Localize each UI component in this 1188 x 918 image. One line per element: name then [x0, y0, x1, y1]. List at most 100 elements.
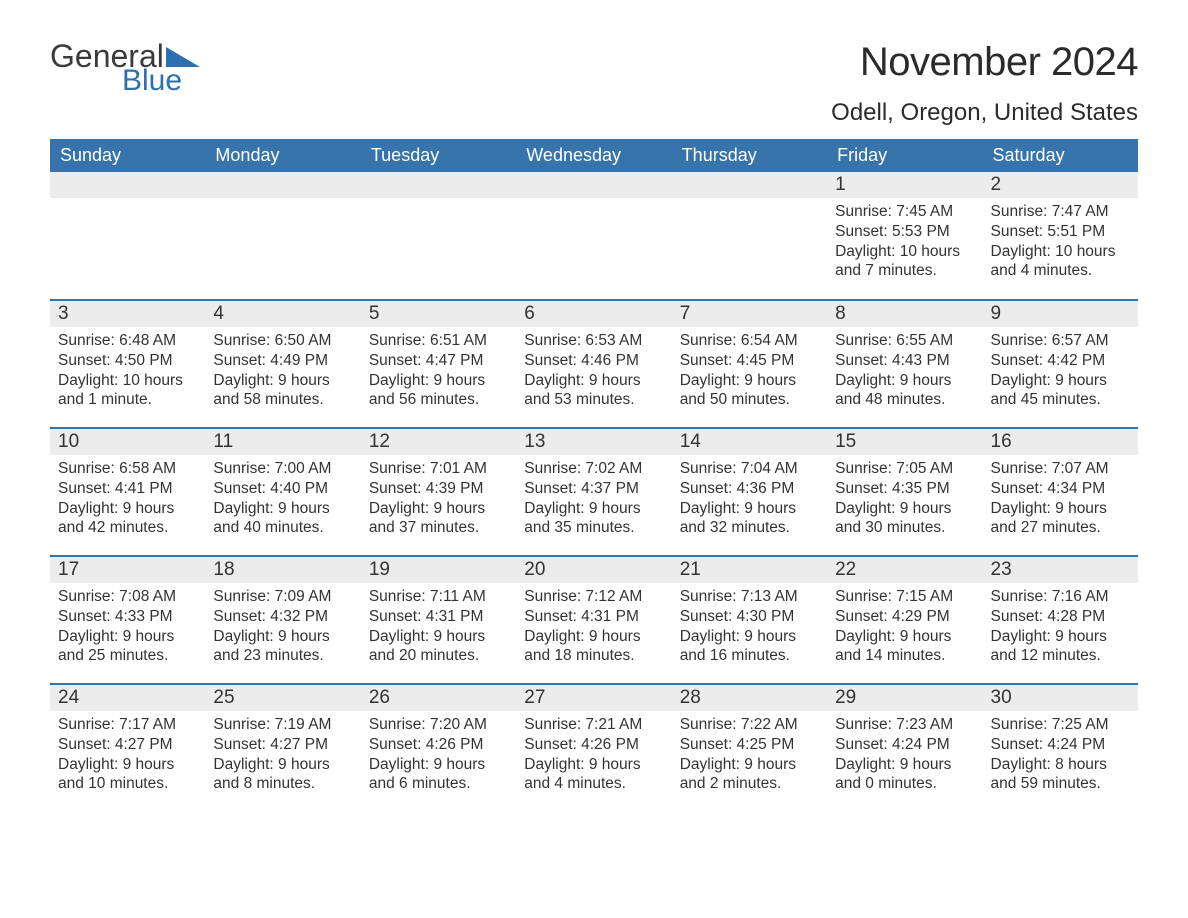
day-body: Sunrise: 7:15 AMSunset: 4:29 PMDaylight:… [827, 583, 982, 676]
calendar-cell: 23Sunrise: 7:16 AMSunset: 4:28 PMDayligh… [983, 556, 1138, 684]
calendar-week-row: 24Sunrise: 7:17 AMSunset: 4:27 PMDayligh… [50, 684, 1138, 812]
sunrise-text: Sunrise: 6:53 AM [524, 331, 663, 351]
calendar-cell: 20Sunrise: 7:12 AMSunset: 4:31 PMDayligh… [516, 556, 671, 684]
day-body: Sunrise: 7:09 AMSunset: 4:32 PMDaylight:… [205, 583, 360, 676]
calendar-cell: 19Sunrise: 7:11 AMSunset: 4:31 PMDayligh… [361, 556, 516, 684]
location: Odell, Oregon, United States [831, 99, 1138, 127]
day-number [516, 172, 671, 198]
daylight-text: Daylight: 8 hours and 59 minutes. [991, 755, 1130, 795]
day-number: 28 [672, 685, 827, 711]
calendar-body: 1Sunrise: 7:45 AMSunset: 5:53 PMDaylight… [50, 172, 1138, 812]
daylight-text: Daylight: 9 hours and 10 minutes. [58, 755, 197, 795]
day-body: Sunrise: 7:07 AMSunset: 4:34 PMDaylight:… [983, 455, 1138, 548]
daylight-text: Daylight: 9 hours and 27 minutes. [991, 499, 1130, 539]
day-number: 7 [672, 301, 827, 327]
logo-text-blue: Blue [122, 66, 182, 96]
calendar-week-row: 17Sunrise: 7:08 AMSunset: 4:33 PMDayligh… [50, 556, 1138, 684]
day-body: Sunrise: 7:05 AMSunset: 4:35 PMDaylight:… [827, 455, 982, 548]
sunrise-text: Sunrise: 7:15 AM [835, 587, 974, 607]
sunrise-text: Sunrise: 7:20 AM [369, 715, 508, 735]
header: General Blue November 2024 Odell, Oregon… [50, 40, 1138, 127]
daylight-text: Daylight: 9 hours and 30 minutes. [835, 499, 974, 539]
day-number [361, 172, 516, 198]
calendar-table: Sunday Monday Tuesday Wednesday Thursday… [50, 139, 1138, 812]
day-number: 6 [516, 301, 671, 327]
logo: General Blue [50, 40, 200, 96]
calendar-cell: 7Sunrise: 6:54 AMSunset: 4:45 PMDaylight… [672, 300, 827, 428]
sunset-text: Sunset: 4:30 PM [680, 607, 819, 627]
daylight-text: Daylight: 9 hours and 4 minutes. [524, 755, 663, 795]
daylight-text: Daylight: 9 hours and 25 minutes. [58, 627, 197, 667]
sunrise-text: Sunrise: 7:22 AM [680, 715, 819, 735]
sunrise-text: Sunrise: 6:54 AM [680, 331, 819, 351]
calendar-week-row: 10Sunrise: 6:58 AMSunset: 4:41 PMDayligh… [50, 428, 1138, 556]
day-body: Sunrise: 6:48 AMSunset: 4:50 PMDaylight:… [50, 327, 205, 420]
calendar-cell: 13Sunrise: 7:02 AMSunset: 4:37 PMDayligh… [516, 428, 671, 556]
daylight-text: Daylight: 9 hours and 14 minutes. [835, 627, 974, 667]
day-body: Sunrise: 7:02 AMSunset: 4:37 PMDaylight:… [516, 455, 671, 548]
sunset-text: Sunset: 4:50 PM [58, 351, 197, 371]
day-number: 12 [361, 429, 516, 455]
day-number: 16 [983, 429, 1138, 455]
sunrise-text: Sunrise: 7:02 AM [524, 459, 663, 479]
daylight-text: Daylight: 9 hours and 45 minutes. [991, 371, 1130, 411]
calendar-week-row: 3Sunrise: 6:48 AMSunset: 4:50 PMDaylight… [50, 300, 1138, 428]
day-body: Sunrise: 7:22 AMSunset: 4:25 PMDaylight:… [672, 711, 827, 804]
calendar-cell: 2Sunrise: 7:47 AMSunset: 5:51 PMDaylight… [983, 172, 1138, 300]
calendar-cell: 25Sunrise: 7:19 AMSunset: 4:27 PMDayligh… [205, 684, 360, 812]
calendar-cell: 29Sunrise: 7:23 AMSunset: 4:24 PMDayligh… [827, 684, 982, 812]
calendar-cell: 1Sunrise: 7:45 AMSunset: 5:53 PMDaylight… [827, 172, 982, 300]
calendar-cell [516, 172, 671, 300]
sunset-text: Sunset: 4:36 PM [680, 479, 819, 499]
sunrise-text: Sunrise: 6:57 AM [991, 331, 1130, 351]
sunset-text: Sunset: 4:37 PM [524, 479, 663, 499]
calendar-cell: 9Sunrise: 6:57 AMSunset: 4:42 PMDaylight… [983, 300, 1138, 428]
sunset-text: Sunset: 4:49 PM [213, 351, 352, 371]
day-number: 21 [672, 557, 827, 583]
weekday-header: Friday [827, 139, 982, 172]
calendar-cell: 22Sunrise: 7:15 AMSunset: 4:29 PMDayligh… [827, 556, 982, 684]
sunset-text: Sunset: 4:28 PM [991, 607, 1130, 627]
day-body: Sunrise: 7:47 AMSunset: 5:51 PMDaylight:… [983, 198, 1138, 291]
sunset-text: Sunset: 4:27 PM [213, 735, 352, 755]
daylight-text: Daylight: 9 hours and 2 minutes. [680, 755, 819, 795]
daylight-text: Daylight: 9 hours and 20 minutes. [369, 627, 508, 667]
day-body: Sunrise: 7:23 AMSunset: 4:24 PMDaylight:… [827, 711, 982, 804]
calendar-cell: 12Sunrise: 7:01 AMSunset: 4:39 PMDayligh… [361, 428, 516, 556]
weekday-header: Sunday [50, 139, 205, 172]
sunset-text: Sunset: 4:25 PM [680, 735, 819, 755]
day-number: 14 [672, 429, 827, 455]
sunrise-text: Sunrise: 7:09 AM [213, 587, 352, 607]
sunset-text: Sunset: 4:33 PM [58, 607, 197, 627]
sunrise-text: Sunrise: 7:19 AM [213, 715, 352, 735]
daylight-text: Daylight: 9 hours and 37 minutes. [369, 499, 508, 539]
day-number: 15 [827, 429, 982, 455]
day-number: 25 [205, 685, 360, 711]
month-title: November 2024 [831, 40, 1138, 85]
sunrise-text: Sunrise: 7:21 AM [524, 715, 663, 735]
sunset-text: Sunset: 4:46 PM [524, 351, 663, 371]
sunrise-text: Sunrise: 7:08 AM [58, 587, 197, 607]
day-number: 4 [205, 301, 360, 327]
calendar-cell: 18Sunrise: 7:09 AMSunset: 4:32 PMDayligh… [205, 556, 360, 684]
sunrise-text: Sunrise: 7:01 AM [369, 459, 508, 479]
day-body: Sunrise: 6:50 AMSunset: 4:49 PMDaylight:… [205, 327, 360, 420]
calendar-cell: 26Sunrise: 7:20 AMSunset: 4:26 PMDayligh… [361, 684, 516, 812]
sunset-text: Sunset: 4:24 PM [991, 735, 1130, 755]
daylight-text: Daylight: 9 hours and 53 minutes. [524, 371, 663, 411]
daylight-text: Daylight: 9 hours and 18 minutes. [524, 627, 663, 667]
day-number: 10 [50, 429, 205, 455]
daylight-text: Daylight: 9 hours and 8 minutes. [213, 755, 352, 795]
calendar-cell: 28Sunrise: 7:22 AMSunset: 4:25 PMDayligh… [672, 684, 827, 812]
calendar-cell: 3Sunrise: 6:48 AMSunset: 4:50 PMDaylight… [50, 300, 205, 428]
sunrise-text: Sunrise: 7:11 AM [369, 587, 508, 607]
calendar-cell: 24Sunrise: 7:17 AMSunset: 4:27 PMDayligh… [50, 684, 205, 812]
day-number: 19 [361, 557, 516, 583]
sunset-text: Sunset: 4:47 PM [369, 351, 508, 371]
sunrise-text: Sunrise: 7:25 AM [991, 715, 1130, 735]
calendar-cell: 10Sunrise: 6:58 AMSunset: 4:41 PMDayligh… [50, 428, 205, 556]
sunset-text: Sunset: 5:51 PM [991, 222, 1130, 242]
day-body: Sunrise: 7:12 AMSunset: 4:31 PMDaylight:… [516, 583, 671, 676]
weekday-header: Tuesday [361, 139, 516, 172]
day-body: Sunrise: 7:19 AMSunset: 4:27 PMDaylight:… [205, 711, 360, 804]
